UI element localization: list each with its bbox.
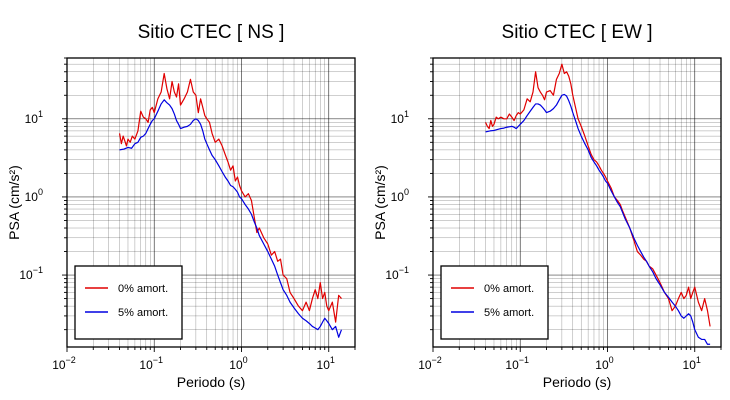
x-tick-label: 101	[317, 355, 335, 372]
x-tick-label: 10−1	[139, 355, 163, 372]
legend-label: 5% amort.	[118, 307, 168, 319]
x-tick-label: 10−2	[52, 355, 76, 372]
chart-title: Sitio CTEC [ NS ]	[138, 22, 285, 43]
plot-frame	[66, 57, 356, 348]
y-tick-label: 10−1	[385, 265, 409, 282]
chart-panel-0: Sitio CTEC [ NS ]Periodo (s)PSA (cm/s²)1…	[6, 22, 356, 390]
chart-panel-1: Sitio CTEC [ EW ]Periodo (s)PSA (cm/s²)1…	[372, 22, 722, 390]
series-line-1	[119, 99, 343, 338]
x-tick-label: 100	[595, 355, 613, 372]
plot-frame	[432, 57, 722, 348]
y-tick-label: 10−1	[19, 265, 43, 282]
x-tick-label: 101	[683, 355, 701, 372]
x-tick-label: 10−1	[505, 355, 529, 372]
legend-box	[74, 265, 183, 340]
series-line-1	[485, 93, 711, 345]
legend-label: 0% amort.	[484, 283, 534, 295]
chart-title: Sitio CTEC [ EW ]	[502, 22, 653, 43]
y-tick-label: 100	[25, 187, 43, 204]
y-tick-label: 100	[391, 187, 409, 204]
legend-box	[440, 265, 549, 340]
legend-label: 5% amort.	[484, 307, 534, 319]
legend-label: 0% amort.	[118, 283, 168, 295]
legend: 0% amort. 5% amort.	[74, 265, 183, 340]
series-line-0	[118, 72, 342, 323]
y-tick-label: 101	[391, 109, 409, 126]
y-tick-label: 101	[25, 109, 43, 126]
y-axis-label: PSA (cm/s²)	[372, 165, 388, 240]
x-axis-label: Periodo (s)	[177, 374, 245, 390]
y-axis-label: PSA (cm/s²)	[6, 165, 22, 240]
x-tick-label: 10−2	[418, 355, 442, 372]
series-line-0	[484, 63, 711, 327]
x-tick-label: 100	[229, 355, 247, 372]
legend: 0% amort. 5% amort.	[440, 265, 549, 340]
x-axis-label: Periodo (s)	[543, 374, 611, 390]
